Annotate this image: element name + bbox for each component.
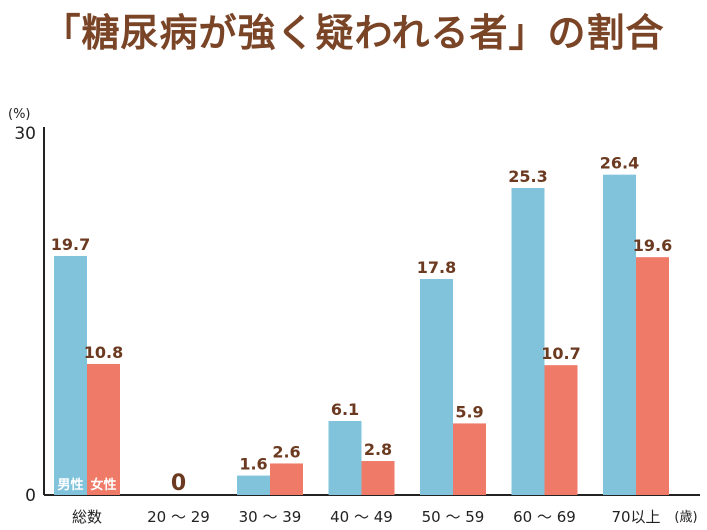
data-label: 19.6 bbox=[633, 236, 672, 255]
chart-bars bbox=[54, 174, 669, 495]
data-label: 17.8 bbox=[417, 258, 456, 277]
bar bbox=[361, 461, 395, 495]
x-tick-label: 20 〜 29 bbox=[147, 508, 210, 526]
data-label: 25.3 bbox=[508, 167, 547, 186]
x-tick-label: 60 〜 69 bbox=[513, 508, 576, 526]
data-label: 2.6 bbox=[272, 442, 300, 461]
bar bbox=[270, 463, 303, 495]
bar bbox=[453, 423, 486, 495]
bar bbox=[237, 475, 270, 495]
bar bbox=[328, 420, 362, 495]
chart-title: 「糖尿病が強く疑われる者」の割合 bbox=[42, 11, 665, 55]
bar bbox=[544, 365, 578, 495]
bar bbox=[511, 188, 545, 495]
data-label: 1.6 bbox=[239, 455, 267, 474]
data-label: 0 bbox=[171, 471, 186, 496]
chart-legend: 男性 女性 bbox=[57, 477, 116, 493]
data-label: 6.1 bbox=[331, 400, 359, 419]
data-label: 10.8 bbox=[84, 343, 123, 362]
x-tick-label: 30 〜 39 bbox=[239, 508, 302, 526]
data-label: 26.4 bbox=[600, 154, 639, 173]
y-tick-label: 30 bbox=[14, 124, 36, 144]
x-unit-label: (歳) bbox=[674, 510, 697, 525]
x-tick-label: 50 〜 59 bbox=[422, 508, 485, 526]
data-label: 19.7 bbox=[51, 235, 90, 254]
y-tick-label: 0 bbox=[25, 486, 36, 506]
bar bbox=[636, 257, 669, 495]
legend-entry: 女性 bbox=[90, 477, 116, 493]
data-label: 10.7 bbox=[541, 344, 580, 363]
bar bbox=[603, 174, 636, 495]
chart-value-labels: 19.7 10.8 0 1.6 2.6 6.1 2.8 17.8 5.9 25.3 10.7 26.4… bbox=[51, 154, 672, 496]
bar bbox=[420, 279, 453, 495]
x-tick-label: 40 〜 49 bbox=[330, 508, 393, 526]
bar bbox=[54, 255, 87, 495]
x-tick-label: 70以上 bbox=[611, 508, 660, 526]
legend-entry: 男性 bbox=[57, 477, 83, 493]
data-label: 5.9 bbox=[455, 402, 483, 421]
data-label: 2.8 bbox=[364, 440, 392, 459]
y-unit-label: (%) bbox=[8, 107, 31, 122]
x-tick-label: 総数 bbox=[72, 508, 102, 526]
chart-tick-labels: (%) 30 0 総数 20 〜 29 30 〜 39 40 〜 49 50 〜 59 60 〜… bbox=[8, 107, 698, 526]
bar bbox=[87, 363, 120, 495]
